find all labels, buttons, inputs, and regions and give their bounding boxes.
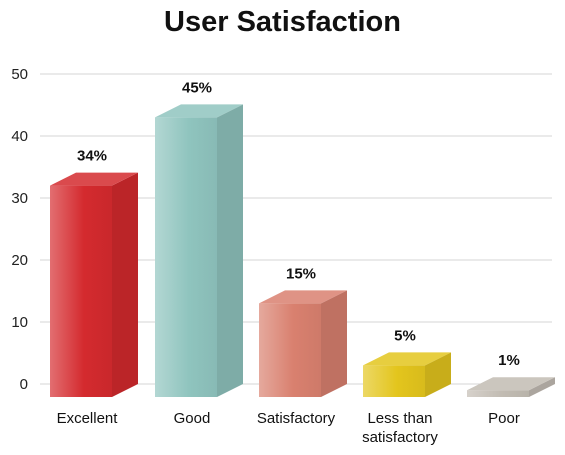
bar-2: 15%	[259, 265, 347, 397]
bar-top	[467, 377, 555, 391]
data-label: 1%	[498, 352, 520, 369]
y-tick-label: 20	[11, 252, 28, 269]
category-label: Poor	[488, 410, 520, 427]
bar-top	[155, 104, 243, 118]
category-label: Less than	[367, 410, 432, 427]
chart-title: User Satisfaction	[164, 6, 401, 38]
bar-top	[50, 172, 138, 186]
y-tick-label: 10	[11, 314, 28, 331]
bar-side	[425, 352, 451, 397]
category-label: Excellent	[57, 410, 119, 427]
bar-front	[259, 303, 321, 397]
bar-front	[363, 365, 425, 397]
category-labels: Excellent Good Satisfactory Less than satisf…	[57, 410, 520, 446]
bar-side	[112, 172, 138, 397]
category-label: Satisfactory	[257, 410, 336, 427]
category-label: satisfactory	[362, 429, 438, 446]
bar-side	[529, 377, 555, 397]
bar-front	[467, 390, 529, 397]
bar-3: 5%	[363, 327, 451, 397]
bar-side	[321, 290, 347, 397]
y-tick-label: 0	[20, 376, 28, 393]
bar-0: 34%	[50, 148, 138, 397]
data-label: 45%	[182, 79, 212, 96]
category-label: Good	[174, 410, 211, 427]
bars: 34% 45% 15% 5% 1%	[50, 79, 555, 398]
bar-front	[155, 117, 217, 398]
y-axis-ticks: 0 10 20 30 40 50	[11, 66, 28, 393]
bar-side	[217, 104, 243, 398]
data-label: 5%	[394, 327, 416, 344]
bar-1: 45%	[155, 79, 243, 398]
bar-4: 1%	[467, 352, 555, 397]
data-label: 15%	[286, 265, 316, 282]
bar-top	[259, 290, 347, 304]
bar-front	[50, 185, 112, 397]
y-tick-label: 40	[11, 128, 28, 145]
y-tick-label: 30	[11, 190, 28, 207]
y-tick-label: 50	[11, 66, 28, 83]
data-label: 34%	[77, 148, 107, 165]
bar-top	[363, 352, 451, 366]
